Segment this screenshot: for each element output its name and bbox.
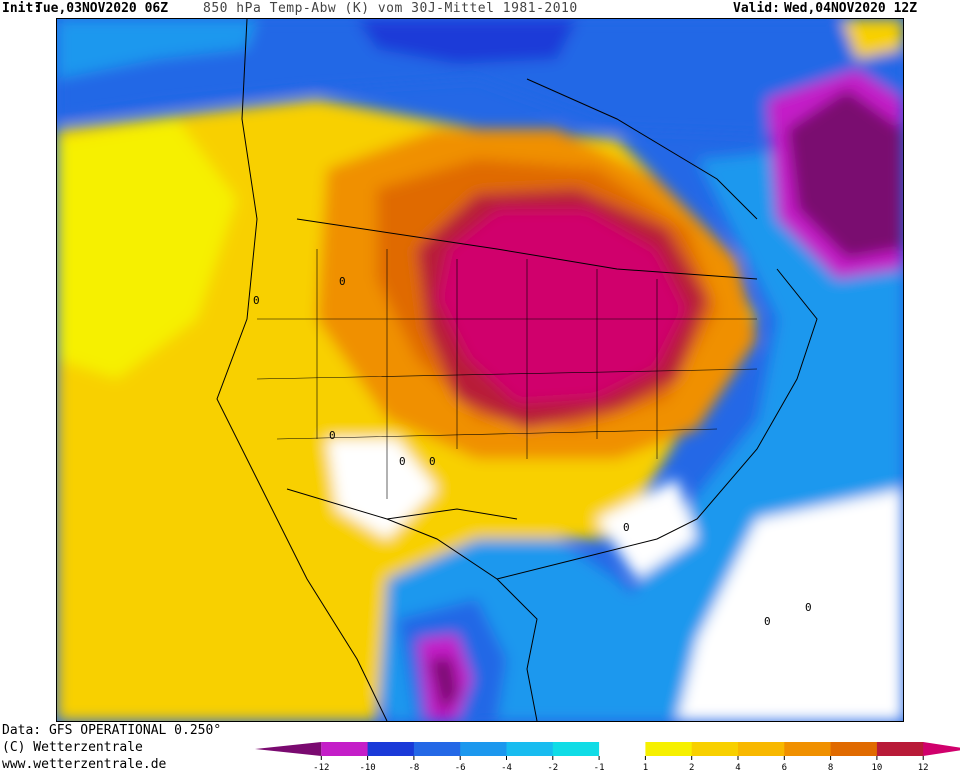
meridional-borders bbox=[316, 249, 658, 499]
legend-tick-label: -12 bbox=[313, 763, 329, 773]
legend-tick-label: 1 bbox=[643, 763, 648, 773]
legend-tick-label: 8 bbox=[828, 763, 833, 773]
legend-tick-label: 2 bbox=[689, 763, 694, 773]
legend-bar: -12 -10 -8 -6 -4 -2 -1 1 2 4 6 8 10 12 bbox=[255, 742, 962, 773]
color-legend: -12 -10 -8 -6 -4 -2 -1 1 2 4 6 8 10 12 bbox=[255, 740, 962, 774]
legend-swatch bbox=[413, 742, 461, 756]
us-mexico-border bbox=[286, 488, 518, 520]
contour-label: 0 bbox=[329, 429, 336, 442]
legend-swatch bbox=[506, 742, 554, 756]
legend-swatch bbox=[645, 742, 693, 756]
zonal-borders bbox=[256, 318, 758, 440]
footer-credits: Data: GFS OPERATIONAL 0.250° (C) Wetterz… bbox=[2, 722, 221, 773]
coastlines bbox=[216, 19, 818, 721]
legend-tick-label: -6 bbox=[455, 763, 466, 773]
header: Init: Tue,03NOV2020 06Z 850 hPa Temp-Abw… bbox=[0, 0, 962, 18]
legend-swatch bbox=[367, 742, 415, 756]
warm-region-pacific bbox=[57, 119, 237, 379]
contour-labels: 0 0 0 0 0 0 0 0 bbox=[253, 275, 812, 628]
us-canada-border bbox=[296, 218, 758, 280]
warm-core bbox=[437, 209, 687, 404]
init-time: Tue,03NOV2020 06Z bbox=[35, 1, 169, 16]
init-label: Init: bbox=[2, 1, 42, 16]
mexico-coastline bbox=[386, 518, 538, 721]
warm-spot-northeast bbox=[842, 19, 903, 59]
anomaly-map: 0 0 0 0 0 0 0 0 bbox=[57, 19, 903, 721]
legend-swatch bbox=[691, 742, 739, 756]
neutral-region-southwest bbox=[327, 439, 437, 539]
neutral-region-south bbox=[597, 479, 697, 579]
contour-label: 0 bbox=[805, 601, 812, 614]
neutral-region-southeast bbox=[677, 489, 903, 721]
anomaly-field bbox=[57, 19, 903, 721]
cold-region-northwest bbox=[57, 19, 257, 79]
legend-tick-label: 12 bbox=[918, 763, 929, 773]
legend-swatch bbox=[876, 742, 924, 756]
cold-core-mexico bbox=[429, 657, 459, 714]
legend-tick-label: 4 bbox=[735, 763, 740, 773]
cold-region-north bbox=[357, 19, 577, 64]
contour-label: 0 bbox=[623, 521, 630, 534]
legend-tick-label: -2 bbox=[547, 763, 558, 773]
data-source-label: Data: GFS OPERATIONAL 0.250° bbox=[2, 723, 222, 738]
legend-tick-label: -10 bbox=[359, 763, 375, 773]
pacific-coastline bbox=[216, 19, 388, 721]
website-link[interactable]: www.wetterzentrale.de bbox=[2, 757, 167, 772]
legend-swatch bbox=[321, 742, 369, 756]
contour-label: 0 bbox=[764, 615, 771, 628]
legend-swatch bbox=[460, 742, 507, 756]
east-coastline bbox=[496, 268, 818, 580]
legend-tick-label: 6 bbox=[782, 763, 787, 773]
legend-swatch bbox=[255, 742, 322, 756]
legend-swatch bbox=[552, 742, 600, 756]
canada-coastline bbox=[526, 78, 758, 220]
legend-tick-label: -8 bbox=[408, 763, 419, 773]
legend-tick-label: 10 bbox=[871, 763, 882, 773]
legend-tick-label: -1 bbox=[594, 763, 605, 773]
legend-swatch bbox=[830, 742, 878, 756]
map-panel: 0 0 0 0 0 0 0 0 bbox=[56, 18, 904, 722]
valid-time: Wed,04NOV2020 12Z bbox=[784, 1, 918, 16]
state-borders bbox=[256, 249, 758, 499]
valid-label: Valid: bbox=[733, 1, 780, 16]
map-title: 850 hPa Temp-Abw (K) vom 30J-Mittel 1981… bbox=[203, 1, 578, 16]
legend-swatch bbox=[923, 742, 962, 756]
legend-swatch bbox=[738, 742, 785, 756]
copyright-label: (C) Wetterzentrale bbox=[2, 740, 143, 755]
cold-core-northeast bbox=[787, 89, 903, 259]
contour-label: 0 bbox=[399, 455, 406, 468]
contour-label: 0 bbox=[429, 455, 436, 468]
cold-band-north bbox=[57, 19, 903, 139]
legend-tick-label: -4 bbox=[501, 763, 512, 773]
legend-swatch bbox=[784, 742, 832, 756]
legend-swatch bbox=[599, 742, 646, 756]
contour-label: 0 bbox=[339, 275, 346, 288]
contour-label: 0 bbox=[253, 294, 260, 307]
